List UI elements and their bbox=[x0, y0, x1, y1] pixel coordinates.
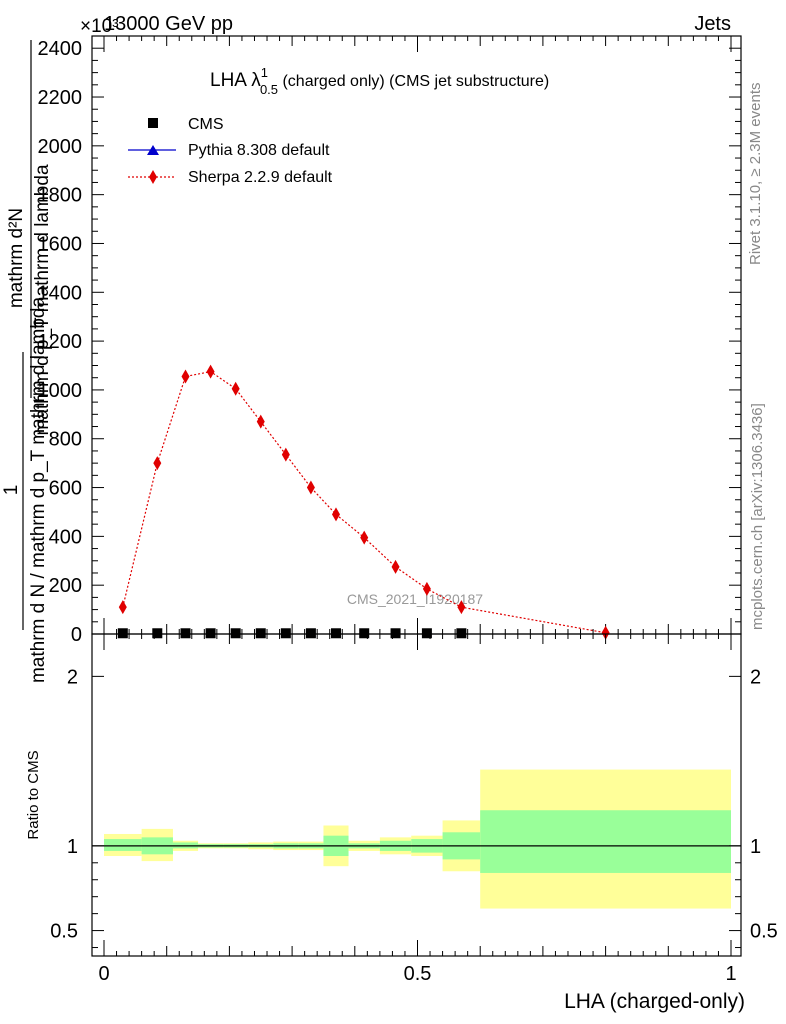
ratio-inner-band bbox=[104, 839, 142, 851]
sherpa-point bbox=[422, 581, 431, 596]
main-y-axis-label: mathrm d²N mathrm d p_T mathrm d lambda … bbox=[1, 40, 53, 683]
legend-cms-label: CMS bbox=[188, 116, 224, 133]
mcplots-label: mcplots.cern.ch [arXiv:1306.3436] bbox=[749, 403, 766, 630]
ratio-inner-band bbox=[480, 810, 731, 873]
watermark: CMS_2021_I1920187 bbox=[347, 591, 483, 607]
y-label-numer-top: mathrm d²N bbox=[6, 208, 27, 308]
cms-point bbox=[390, 628, 401, 639]
ratio-y-axis-label: Ratio to CMS bbox=[25, 750, 42, 839]
cms-point bbox=[330, 628, 341, 639]
main-y-tick-label: 1200 bbox=[38, 331, 83, 353]
legend-sherpa-label: Sherpa 2.2.9 default bbox=[188, 169, 333, 186]
header-right: Jets bbox=[694, 13, 731, 35]
sherpa-point bbox=[231, 381, 240, 396]
y-multiplier: ×10³ bbox=[80, 16, 119, 37]
main-y-tick-label: 2000 bbox=[38, 136, 83, 158]
cms-point bbox=[117, 628, 128, 639]
main-panel-ticks bbox=[92, 35, 741, 635]
cms-point bbox=[305, 628, 316, 639]
ratio-y-tick-labels: 0.5 0.5 1 1 2 2 bbox=[50, 666, 778, 942]
main-y-tick-label: 800 bbox=[49, 429, 82, 451]
sherpa-point bbox=[391, 559, 400, 574]
ratio-y-tick-label-right: 2 bbox=[750, 666, 761, 688]
sherpa-point bbox=[281, 447, 290, 462]
main-y-tick-label: 400 bbox=[49, 526, 82, 548]
ratio-panel-ticks bbox=[92, 634, 741, 956]
plot-title: LHA λ1 0.5 (charged only) (CMS jet substr… bbox=[210, 65, 549, 97]
main-y-tick-label: 2400 bbox=[38, 38, 83, 60]
sherpa-point bbox=[306, 480, 315, 495]
cms-point bbox=[280, 628, 291, 639]
cms-point bbox=[456, 628, 467, 639]
cms-point bbox=[230, 628, 241, 639]
legend-sherpa-marker bbox=[149, 170, 157, 184]
sherpa-point bbox=[601, 625, 610, 640]
main-y-tick-labels: 0 200 400 600 800 1000 1200 1400 1600 1800 2000 220… bbox=[38, 38, 83, 646]
legend-cms-marker bbox=[148, 118, 158, 128]
ratio-bands bbox=[104, 769, 731, 909]
sherpa-point bbox=[256, 414, 265, 429]
cms-point bbox=[205, 628, 216, 639]
ratio-y-tick-label-right: 0.5 bbox=[750, 921, 778, 943]
cms-point bbox=[359, 628, 370, 639]
cms-point bbox=[421, 628, 432, 639]
sherpa-point bbox=[331, 507, 340, 522]
main-y-tick-label: 600 bbox=[49, 478, 82, 500]
x-tick-label: 1 bbox=[725, 963, 736, 985]
ratio-y-tick-label: 0.5 bbox=[50, 921, 78, 943]
main-y-tick-label: 1400 bbox=[38, 282, 83, 304]
header-left: 13000 GeV pp bbox=[104, 13, 233, 35]
x-tick-label: 0 bbox=[98, 963, 109, 985]
sherpa-point bbox=[206, 364, 215, 379]
rivet-label: Rivet 3.1.10, ≥ 2.3M events bbox=[747, 83, 764, 266]
sherpa-point bbox=[118, 600, 127, 615]
main-y-tick-label: 1600 bbox=[38, 233, 83, 255]
sherpa-point bbox=[153, 456, 162, 471]
y-label-denom: mathrm d N / mathrm d p_T mathrm d lambd… bbox=[28, 297, 49, 684]
main-y-tick-label: 1800 bbox=[38, 185, 83, 207]
y-label-one: 1 bbox=[1, 485, 22, 496]
x-tick-label: 0.5 bbox=[404, 963, 432, 985]
legend-pythia-marker bbox=[147, 145, 159, 155]
legend: CMS Pythia 8.308 default Sherpa 2.2.9 de… bbox=[128, 116, 333, 186]
sherpa-point bbox=[181, 369, 190, 384]
sherpa-point bbox=[360, 530, 369, 545]
ratio-y-tick-label: 2 bbox=[67, 666, 78, 688]
cms-point bbox=[255, 628, 266, 639]
y-label-numer-bottom: mathrm d p_T mathrm d lambda bbox=[32, 164, 53, 435]
cms-point bbox=[152, 628, 163, 639]
cms-point bbox=[180, 628, 191, 639]
main-y-tick-label: 200 bbox=[49, 575, 82, 597]
ratio-panel-frame bbox=[91, 633, 742, 957]
legend-pythia-label: Pythia 8.308 default bbox=[188, 142, 330, 159]
main-data-layer bbox=[117, 364, 610, 640]
sherpa-point bbox=[457, 600, 466, 615]
main-y-tick-label: 2200 bbox=[38, 87, 83, 109]
ratio-y-tick-label-right: 1 bbox=[750, 836, 761, 858]
main-y-tick-label: 1000 bbox=[38, 380, 83, 402]
main-y-tick-label: 0 bbox=[71, 624, 82, 646]
x-tick-labels: 0 0.5 1 bbox=[98, 963, 736, 985]
x-axis-label: LHA (charged-only) bbox=[564, 990, 745, 1013]
ratio-y-tick-label: 1 bbox=[67, 836, 78, 858]
